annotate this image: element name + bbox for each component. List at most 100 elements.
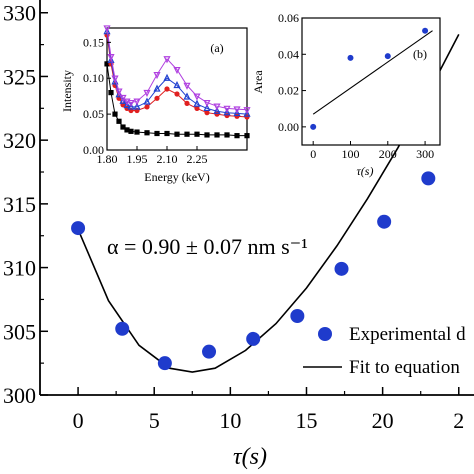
- inset-a-point-2: [163, 73, 171, 81]
- inset-b-y-tick-label: 0.00: [278, 120, 299, 134]
- inset-a-point-3: [111, 75, 119, 83]
- inset-a-point-3: [103, 25, 111, 33]
- fit-curve: [77, 34, 460, 373]
- inset-a-point-2: [133, 102, 141, 110]
- x-tick-label: 5: [149, 408, 160, 433]
- inset-a-point-0: [108, 89, 114, 96]
- inset-a-point-2: [183, 92, 191, 100]
- inset-b-point-2: [384, 53, 391, 60]
- inset-a-point-0: [224, 132, 230, 138]
- inset-a-point-0: [204, 132, 210, 138]
- inset-a-point-3: [243, 107, 251, 115]
- y-tick-label: 300: [3, 383, 36, 408]
- legend-marker-experimental: [318, 327, 332, 341]
- data-point-1: [115, 321, 130, 336]
- inset-a-point-3: [153, 71, 161, 80]
- inset-a-point-0: [128, 128, 134, 134]
- inset-a-point-2: [153, 84, 161, 92]
- inset-a-x-label: Energy (keV): [144, 170, 209, 184]
- inset-b-x-tick-label: 300: [416, 147, 434, 161]
- inset-a-point-2: [203, 103, 211, 112]
- inset-a-x-tick-label: 2.10: [157, 152, 178, 166]
- inset-a-point-0: [214, 132, 220, 138]
- y-tick-label: 305: [3, 319, 36, 344]
- inset-a-point-0: [194, 131, 200, 137]
- inset-a-point-1: [174, 91, 180, 97]
- inset-a-point-2: [223, 108, 231, 116]
- inset-b-x-label: τ(s): [357, 164, 374, 178]
- inset-a-point-0: [144, 130, 150, 136]
- data-point-5: [290, 309, 305, 323]
- inset-a-point-0: [184, 131, 190, 137]
- main-plot: 300 305 310 315 320 325 330 0 5 10 15 20 2 τ(s) α = 0.…: [3, 0, 474, 470]
- inset-a-point-3: [107, 54, 115, 62]
- inset-b-y-tick-label: 0.06: [278, 11, 299, 25]
- inset-a-point-3: [213, 103, 221, 111]
- inset-a-y-tick-label: 0.15: [83, 35, 104, 49]
- y-tick-label: 325: [3, 64, 36, 89]
- x-tick-label: 0: [73, 408, 84, 433]
- inset-a-point-3: [193, 93, 201, 101]
- x-tick-label: 10: [219, 408, 241, 433]
- y-tick-label: 315: [3, 192, 36, 217]
- inset-a-point-1: [204, 110, 210, 116]
- inset-a-y-tick-label: 0.10: [83, 71, 104, 85]
- inset-a-point-2: [193, 99, 201, 107]
- data-point-3: [202, 344, 217, 359]
- inset-a-point-3: [143, 89, 151, 98]
- inset-b-point-1: [347, 54, 354, 61]
- inset-a-point-2: [243, 109, 251, 117]
- inset-b-y-label: Area: [251, 70, 265, 94]
- inset-a-point-2: [127, 102, 135, 110]
- inset-a-point-3: [173, 66, 181, 75]
- inset-a-point-3: [127, 99, 135, 108]
- inset-a-point-1: [184, 100, 190, 106]
- legend-label-fit: Fit to equation: [349, 357, 460, 378]
- data-point-4: [246, 331, 261, 346]
- inset-b-plot: 0.00 0.02 0.04 0.06 0 100 200 300 τ(s) Area (b): [251, 11, 441, 178]
- inset-a-point-3: [223, 105, 231, 113]
- x-axis-label: τ(s): [233, 444, 267, 470]
- inset-b-y-tick-label: 0.02: [278, 84, 299, 98]
- inset-a-panel-label: (a): [210, 41, 223, 55]
- inset-a-point-0: [116, 118, 122, 124]
- legend-label-experimental: Experimental d: [349, 324, 466, 345]
- data-point-2: [157, 356, 172, 371]
- x-tick-label: 20: [372, 408, 394, 433]
- inset-a-point-0: [174, 131, 180, 137]
- inset-a-point-3: [119, 94, 127, 103]
- inset-a-x-tick-label: 1.95: [127, 152, 148, 166]
- inset-a-point-0: [124, 127, 130, 133]
- inset-a-point-0: [234, 133, 240, 139]
- inset-a-point-3: [233, 106, 241, 114]
- inset-a-point-2: [107, 55, 115, 63]
- inset-a-x-tick-label: 2.25: [187, 152, 208, 166]
- inset-a-point-0: [154, 130, 160, 137]
- inset-a-point-3: [133, 98, 141, 106]
- data-point-0: [71, 221, 86, 236]
- inset-a-point-3: [183, 82, 191, 90]
- inset-a-point-3: [115, 88, 123, 96]
- inset-a-y-tick-label: 0.05: [83, 107, 104, 121]
- inset-a-point-2: [119, 96, 127, 104]
- y-tick-label: 310: [3, 256, 36, 281]
- inset-a-point-0: [104, 61, 110, 67]
- inset-a-point-2: [103, 27, 111, 35]
- inset-a-point-1: [144, 104, 150, 110]
- inset-a-plot: 0.00 0.05 0.10 0.15 1.80 1.95 2.10 2.25 Energy (…: [60, 25, 251, 184]
- inset-a-point-0: [112, 111, 118, 117]
- inset-a-point-3: [203, 99, 211, 108]
- x-tick-label: 2: [453, 408, 464, 433]
- inset-a-point-3: [123, 98, 131, 106]
- data-point-7: [377, 214, 392, 229]
- data-point-8: [421, 171, 436, 186]
- inset-a-point-1: [154, 95, 160, 101]
- data-point-6: [334, 261, 349, 276]
- inset-b-x-tick-label: 200: [379, 147, 397, 161]
- inset-a-point-0: [134, 129, 140, 135]
- inset-b-point-0: [310, 123, 317, 130]
- inset-b-y-tick-label: 0.04: [278, 47, 299, 61]
- inset-a-point-2: [173, 80, 181, 89]
- inset-a-point-1: [164, 86, 170, 92]
- inset-a-point-3: [163, 56, 171, 64]
